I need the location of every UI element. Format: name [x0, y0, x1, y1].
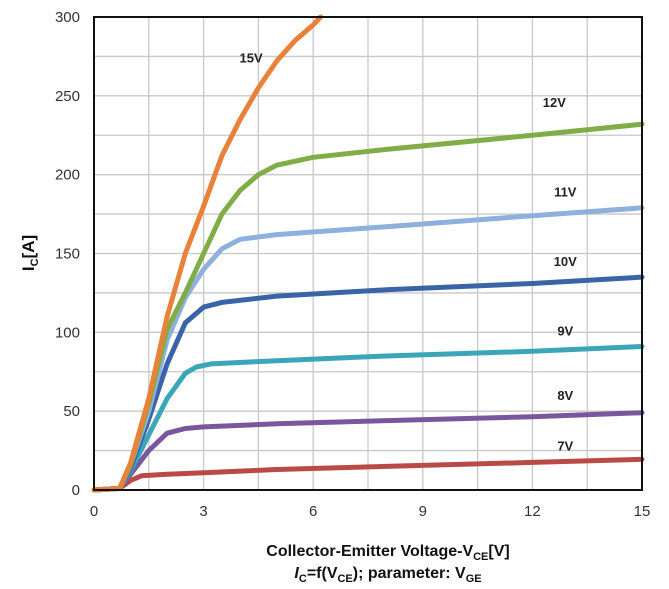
- x-tick-label: 6: [309, 503, 317, 520]
- x-tick-label: 15: [634, 503, 651, 520]
- y-tick-label: 0: [72, 482, 80, 499]
- subtitle-mid: =f(V: [307, 565, 338, 582]
- subtitle-sub1: C: [299, 573, 307, 585]
- y-axis-label: IC[A]: [19, 235, 41, 271]
- y-tick-label: 150: [55, 246, 80, 263]
- subtitle-sub2: CE: [337, 573, 352, 585]
- x-tick-label: 12: [524, 503, 541, 520]
- series-label-7V: 7V: [557, 439, 573, 454]
- x-axis-label: Collector-Emitter Voltage-VCE[V]: [266, 543, 509, 563]
- series-line-15V: [91, 14, 323, 493]
- y-tick-label: 250: [55, 88, 80, 105]
- y-axis-label-tail: [A]: [19, 235, 38, 259]
- series-label-12V: 12V: [543, 95, 566, 110]
- x-tick-label: 0: [90, 503, 98, 520]
- x-axis-label-tail: [V]: [488, 543, 509, 560]
- y-axis-label-main: I: [19, 266, 38, 271]
- series-label-10V: 10V: [554, 254, 577, 269]
- subtitle-mid2: ); parameter: V: [353, 565, 466, 582]
- y-tick-label: 200: [55, 167, 80, 184]
- plot-frame: [93, 16, 643, 491]
- subtitle-sub3: GE: [466, 573, 482, 585]
- subtitle-i: I: [294, 565, 299, 582]
- x-tick-label: 3: [199, 503, 207, 520]
- x-axis-label-sub: CE: [473, 551, 488, 563]
- y-tick-label: 300: [55, 9, 80, 26]
- x-tick-label: 9: [419, 503, 427, 520]
- y-tick-label: 50: [63, 403, 80, 420]
- y-tick-labels: 0 50 100 150 200 250 300: [55, 9, 80, 499]
- series-label-11V: 11V: [554, 185, 577, 200]
- series-label-8V: 8V: [557, 388, 573, 403]
- gridlines: [94, 17, 642, 490]
- chart-subtitle: IC=f(VCE); parameter: VGE: [294, 565, 481, 585]
- y-axis-label-sub: C: [29, 258, 41, 266]
- series-labels: 7V 8V 9V 10V 11V 12V 15V: [240, 51, 578, 454]
- series-label-9V: 9V: [557, 323, 573, 338]
- x-axis-label-main: Collector-Emitter Voltage-V: [266, 543, 473, 560]
- series-lines: [91, 14, 645, 493]
- x-tick-labels: 0 3 6 9 12 15: [90, 503, 651, 520]
- series-label-15V: 15V: [240, 51, 263, 66]
- y-tick-label: 100: [55, 324, 80, 341]
